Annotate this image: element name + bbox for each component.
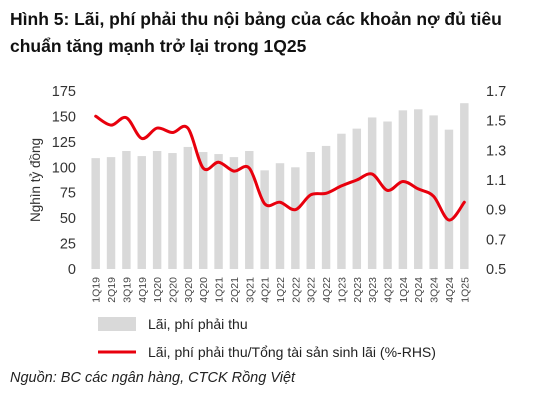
right-tick-label: 1.7 bbox=[486, 84, 506, 100]
bar-2Q22 bbox=[291, 167, 300, 269]
left-tick-label: 125 bbox=[52, 135, 76, 151]
left-tick-label: 25 bbox=[60, 237, 76, 253]
x-tick-label: 2Q19 bbox=[106, 277, 118, 303]
x-tick-label: 3Q21 bbox=[244, 277, 256, 303]
bar-4Q19 bbox=[137, 156, 146, 269]
bar-2Q21 bbox=[229, 157, 239, 269]
x-tick-label: 2Q24 bbox=[413, 277, 425, 303]
bar-2Q23 bbox=[352, 128, 362, 269]
x-tick-label: 3Q19 bbox=[121, 277, 133, 303]
left-tick-label: 75 bbox=[60, 186, 76, 202]
bar-3Q22 bbox=[306, 152, 315, 269]
x-tick-label: 3Q23 bbox=[367, 277, 379, 303]
line-series bbox=[94, 114, 466, 222]
legend-bar-swatch bbox=[98, 317, 136, 331]
right-axis: 0.5 0.7 0.9 1.1 1.3 1.5 1.7 bbox=[486, 84, 506, 278]
x-tick-label: 1Q23 bbox=[336, 277, 348, 303]
x-tick-label: 3Q22 bbox=[306, 277, 318, 303]
x-tick-label: 2Q21 bbox=[229, 277, 241, 303]
x-tick-label: 4Q23 bbox=[383, 277, 395, 303]
x-tick-label: 3Q20 bbox=[183, 277, 195, 303]
x-tick-label: 2Q23 bbox=[352, 277, 364, 303]
right-tick-label: 0.7 bbox=[486, 232, 506, 248]
bar-1Q23 bbox=[337, 133, 346, 269]
y-axis-label: Nghìn tỷ đồng bbox=[28, 138, 43, 222]
x-tick-label: 4Q21 bbox=[260, 277, 272, 303]
source-note: Nguồn: BC các ngân hàng, CTCK Rồng Việt bbox=[10, 370, 296, 386]
bar-4Q24 bbox=[444, 129, 454, 269]
x-tick-label: 1Q24 bbox=[398, 277, 410, 303]
legend-bar-label: Lãi, phí phải thu bbox=[148, 316, 248, 332]
right-tick-label: 0.9 bbox=[486, 203, 506, 219]
left-tick-label: 100 bbox=[52, 160, 76, 176]
legend: Lãi, phí phải thu Lãi, phí phải thu/Tổng… bbox=[98, 316, 436, 360]
left-tick-label: 0 bbox=[68, 262, 76, 278]
x-tick-label: 4Q24 bbox=[444, 277, 456, 303]
bar-1Q25 bbox=[460, 103, 469, 269]
bar-2Q20 bbox=[168, 153, 177, 269]
bar-3Q19 bbox=[122, 151, 131, 269]
x-tick-label: 1Q25 bbox=[459, 277, 471, 303]
bar-3Q20 bbox=[183, 146, 193, 269]
left-tick-label: 50 bbox=[60, 211, 76, 227]
bar-4Q23 bbox=[383, 121, 392, 269]
bar-3Q23 bbox=[367, 117, 377, 270]
x-tick-label: 4Q22 bbox=[321, 277, 333, 303]
legend-line-label: Lãi, phí phải thu/Tổng tài sản sinh lãi … bbox=[148, 344, 436, 360]
x-tick-label: 1Q19 bbox=[91, 277, 103, 303]
x-tick-label: 1Q21 bbox=[214, 277, 226, 303]
bar-1Q21 bbox=[214, 154, 223, 269]
chart-title: Hình 5: Lãi, phí phải thu nội bảng của c… bbox=[10, 9, 502, 56]
bar-1Q24 bbox=[398, 110, 408, 269]
x-tick-label: 4Q19 bbox=[137, 277, 149, 303]
bar-4Q21 bbox=[260, 170, 269, 269]
x-tick-label: 1Q22 bbox=[275, 277, 287, 303]
bar-1Q20 bbox=[152, 151, 162, 269]
bar-1Q19 bbox=[91, 158, 100, 269]
bar-4Q20 bbox=[198, 152, 208, 269]
right-tick-label: 1.1 bbox=[486, 173, 506, 189]
x-tick-label: 2Q22 bbox=[290, 277, 302, 303]
left-tick-label: 150 bbox=[52, 109, 76, 125]
right-tick-label: 1.5 bbox=[486, 114, 506, 130]
right-tick-label: 0.5 bbox=[486, 262, 506, 278]
x-tick-label: 3Q24 bbox=[429, 277, 441, 303]
x-axis: 1Q19 2Q19 3Q19 4Q19 1Q20 2Q20 3Q20 4Q20 1Q21 2Q21… bbox=[91, 277, 472, 303]
bar-series bbox=[91, 103, 469, 270]
x-tick-label: 4Q20 bbox=[198, 277, 210, 303]
left-axis: 0 25 50 75 100 125 150 175 bbox=[52, 84, 76, 278]
right-tick-label: 1.3 bbox=[486, 143, 506, 159]
bar-4Q22 bbox=[321, 145, 331, 269]
left-tick-label: 175 bbox=[52, 84, 76, 100]
bar-3Q24 bbox=[429, 115, 438, 269]
x-tick-label: 2Q20 bbox=[167, 277, 179, 303]
bar-1Q22 bbox=[275, 163, 285, 269]
bar-2Q19 bbox=[106, 157, 116, 269]
x-tick-label: 1Q20 bbox=[152, 277, 164, 303]
bar-3Q21 bbox=[245, 151, 254, 269]
